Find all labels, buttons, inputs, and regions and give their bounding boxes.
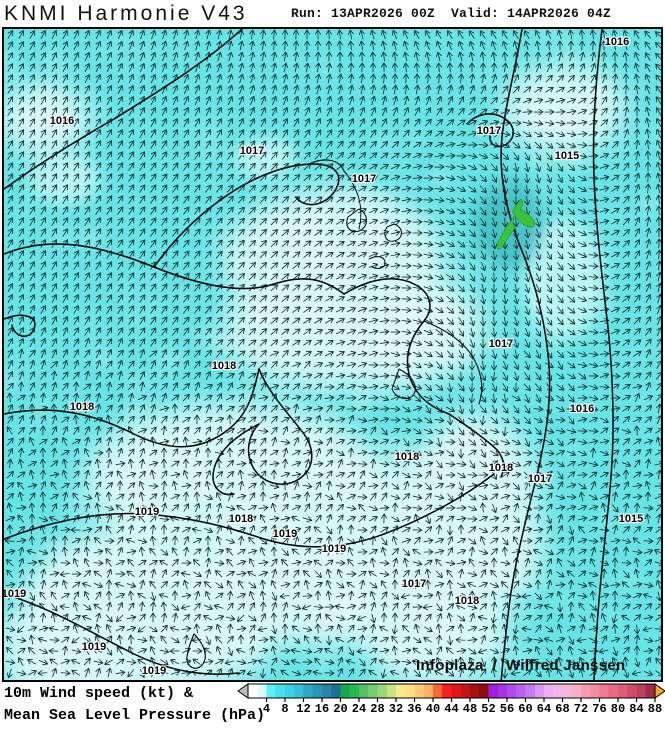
svg-text:1017: 1017 bbox=[477, 125, 501, 137]
svg-text:1019: 1019 bbox=[135, 506, 159, 518]
svg-text:1019: 1019 bbox=[322, 543, 346, 555]
svg-text:1015: 1015 bbox=[555, 150, 579, 162]
svg-text:1017: 1017 bbox=[240, 145, 264, 157]
svg-text:1019: 1019 bbox=[4, 588, 26, 600]
svg-text:1018: 1018 bbox=[395, 451, 419, 463]
svg-text:1018: 1018 bbox=[489, 462, 513, 474]
svg-text:1018: 1018 bbox=[229, 513, 253, 525]
svg-text:1019: 1019 bbox=[142, 665, 166, 677]
svg-text:1017: 1017 bbox=[402, 578, 426, 590]
svg-text:1016: 1016 bbox=[570, 403, 594, 415]
svg-text:1018: 1018 bbox=[212, 360, 236, 372]
svg-text:1017: 1017 bbox=[528, 473, 552, 485]
svg-text:1016: 1016 bbox=[605, 36, 629, 48]
svg-text:1016: 1016 bbox=[50, 115, 74, 127]
svg-text:1018: 1018 bbox=[70, 401, 94, 413]
svg-text:1017: 1017 bbox=[489, 338, 513, 350]
svg-text:1018: 1018 bbox=[455, 595, 479, 607]
svg-text:1019: 1019 bbox=[273, 528, 297, 540]
svg-text:1017: 1017 bbox=[352, 173, 376, 185]
svg-text:1019: 1019 bbox=[82, 641, 106, 653]
svg-text:1015: 1015 bbox=[619, 513, 643, 525]
